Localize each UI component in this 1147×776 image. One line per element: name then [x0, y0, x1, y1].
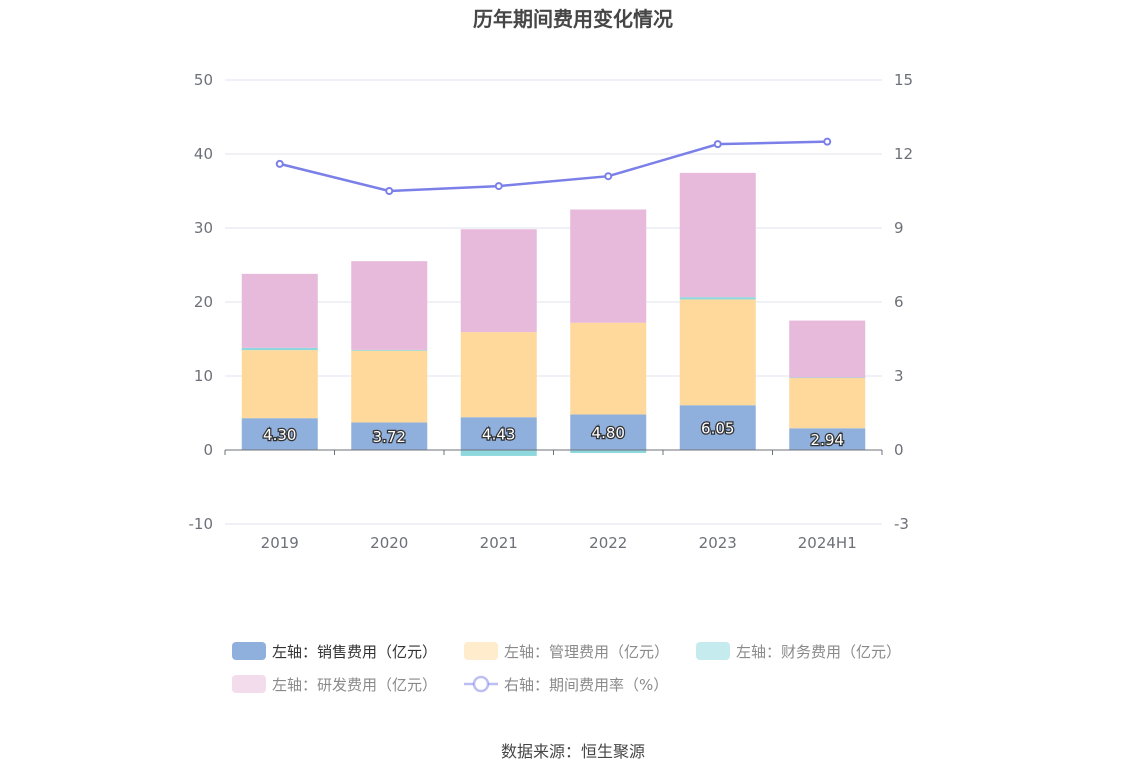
bar-segment-2[interactable] — [679, 297, 756, 300]
right-tick-label: 12 — [894, 145, 913, 163]
bar-value-label: 2.94 — [811, 431, 844, 449]
legend-item[interactable]: 左轴：财务费用（亿元） — [696, 642, 901, 661]
legend-swatch — [232, 675, 266, 693]
left-tick-label: 50 — [194, 71, 213, 89]
source-text: 数据来源：恒生聚源 — [501, 742, 645, 761]
rate-point[interactable] — [823, 137, 832, 146]
legend-label: 左轴：财务费用（亿元） — [736, 643, 901, 661]
legend-item[interactable]: 左轴：销售费用（亿元） — [232, 642, 437, 661]
x-tick-label: 2022 — [589, 534, 627, 552]
bar-value-label: 4.80 — [592, 424, 625, 442]
bar-segment-3[interactable] — [679, 172, 756, 298]
x-tick-label: 2020 — [370, 534, 408, 552]
legend-label: 左轴：管理费用（亿元） — [504, 643, 669, 661]
right-tick-label: 0 — [894, 441, 904, 459]
right-tick-label: 15 — [894, 71, 913, 89]
legend-line-marker — [472, 675, 490, 693]
bar-segment-2[interactable] — [351, 349, 428, 351]
legend[interactable]: 左轴：销售费用（亿元） 左轴：管理费用（亿元） 左轴：财务费用（亿元） 左轴：研发费用… — [232, 642, 901, 694]
bar-value-label: 4.43 — [482, 426, 515, 444]
x-axis-labels: 2019 2020 2021 2022 2023 2024H1 — [261, 534, 857, 552]
rate-point[interactable] — [604, 172, 613, 181]
bar-segment-0[interactable] — [460, 417, 537, 450]
bar-segment-1[interactable] — [570, 322, 647, 415]
x-axis — [224, 449, 883, 455]
bar-segment-1[interactable] — [460, 332, 537, 418]
left-tick-label: 40 — [194, 145, 213, 163]
bar-segment-2[interactable] — [460, 450, 537, 456]
rate-point[interactable] — [275, 159, 284, 168]
chart-title: 历年期间费用变化情况 — [473, 7, 673, 31]
rate-line-path — [279, 140, 828, 193]
legend-item[interactable]: 右轴：期间费用率（%） — [464, 675, 668, 694]
x-tick-label: 2019 — [261, 534, 299, 552]
bar-segment-2[interactable] — [789, 377, 866, 379]
legend-item[interactable]: 左轴：管理费用（亿元） — [464, 642, 669, 661]
right-axis: -3 0 3 6 9 12 15 — [894, 71, 913, 533]
bars — [241, 172, 866, 456]
bar-segment-0[interactable] — [789, 428, 866, 450]
bar-segment-3[interactable] — [570, 209, 647, 323]
rate-point[interactable] — [494, 182, 503, 191]
x-tick-label: 2023 — [699, 534, 737, 552]
left-tick-label: 30 — [194, 219, 213, 237]
bar-segment-3[interactable] — [351, 261, 428, 350]
bar-segment-1[interactable] — [679, 299, 756, 406]
right-tick-label: 6 — [894, 293, 904, 311]
bar-segment-1[interactable] — [351, 350, 428, 423]
bar-segment-2[interactable] — [570, 450, 647, 453]
right-tick-label: 9 — [894, 219, 904, 237]
left-tick-label: 0 — [203, 441, 213, 459]
left-tick-label: 20 — [194, 293, 213, 311]
bar-segment-2[interactable] — [241, 347, 318, 351]
legend-label: 右轴：期间费用率（%） — [504, 676, 668, 694]
right-tick-label: -3 — [894, 515, 909, 533]
legend-swatch — [232, 642, 266, 660]
bar-segment-0[interactable] — [241, 418, 318, 450]
bar-segment-3[interactable] — [460, 229, 537, 333]
bar-segment-0[interactable] — [570, 414, 647, 450]
legend-item[interactable]: 左轴：研发费用（亿元） — [232, 675, 437, 694]
bar-value-label: 6.05 — [701, 420, 734, 438]
bar-value-label: 4.30 — [263, 426, 296, 444]
bar-segment-1[interactable] — [789, 377, 866, 429]
rate-line — [275, 137, 832, 195]
legend-swatch — [464, 642, 498, 660]
grid — [225, 79, 882, 525]
bar-labels: 4.30 3.72 4.43 4.80 6.05 2.94 — [262, 418, 845, 450]
bar-segment-3[interactable] — [789, 320, 866, 378]
bar-segment-3[interactable] — [241, 273, 318, 348]
bar-value-label: 3.72 — [373, 428, 406, 446]
bar-segment-0[interactable] — [351, 422, 428, 450]
legend-label: 左轴：研发费用（亿元） — [272, 676, 437, 694]
x-tick-label: 2021 — [480, 534, 518, 552]
rate-point[interactable] — [713, 140, 722, 149]
x-tick-label: 2024H1 — [798, 534, 857, 552]
left-axis: -10 0 10 20 30 40 50 — [189, 71, 214, 533]
bar-segment-1[interactable] — [241, 350, 318, 419]
legend-swatch — [696, 642, 730, 660]
left-tick-label: -10 — [189, 515, 214, 533]
rate-point[interactable] — [385, 187, 394, 195]
bar-segment-0[interactable] — [679, 405, 756, 450]
left-tick-label: 10 — [194, 367, 213, 385]
right-tick-label: 3 — [894, 367, 904, 385]
legend-label: 左轴：销售费用（亿元） — [272, 643, 437, 661]
